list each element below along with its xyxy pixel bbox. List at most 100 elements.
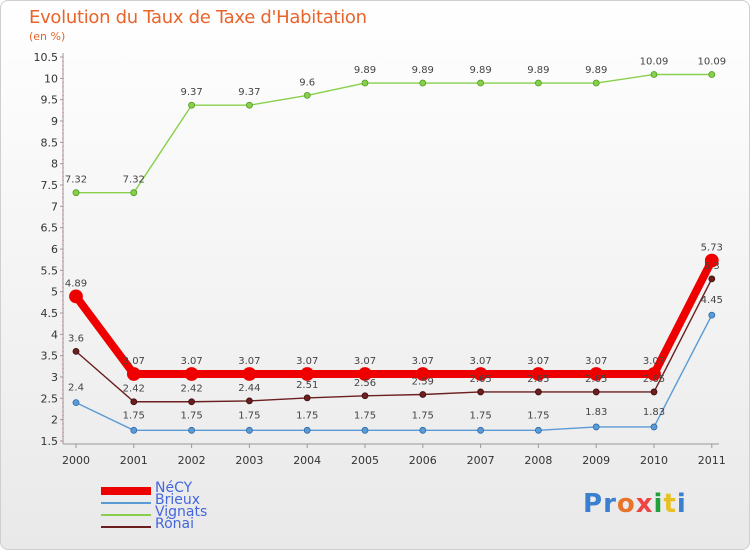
y-tick-label: 3 — [51, 371, 58, 384]
data-label: 1.75 — [469, 410, 491, 421]
data-label: 5.73 — [701, 243, 723, 254]
data-label: 3.07 — [180, 356, 202, 367]
data-point — [303, 426, 311, 434]
legend-swatch — [101, 487, 151, 495]
data-label: 4.45 — [701, 295, 723, 306]
data-point — [126, 367, 141, 381]
data-point — [419, 79, 427, 87]
data-label: 1.75 — [527, 410, 549, 421]
data-label: 2.65 — [469, 374, 491, 385]
legend-swatch — [101, 502, 151, 504]
data-point — [300, 367, 315, 381]
x-tick-label: 2001 — [120, 454, 148, 467]
data-label: 2.44 — [238, 383, 260, 394]
y-tick-label: 9 — [51, 115, 58, 128]
x-tick-label: 2000 — [62, 454, 90, 467]
data-point — [188, 426, 196, 434]
data-label: 2.59 — [412, 376, 434, 387]
y-tick-label: 10 — [44, 72, 58, 85]
data-point — [650, 423, 658, 431]
data-label: 9.37 — [180, 87, 202, 98]
data-point — [704, 253, 719, 268]
data-point — [303, 92, 311, 99]
data-point — [535, 388, 542, 396]
data-point — [477, 388, 485, 396]
y-tick-label: 3.5 — [41, 350, 59, 363]
data-point — [242, 367, 257, 381]
data-label: 3.07 — [643, 356, 665, 367]
y-tick-label: 4.5 — [41, 307, 59, 320]
x-tick-label: 2007 — [467, 454, 495, 467]
data-label: 2.65 — [585, 374, 607, 385]
data-point — [589, 367, 604, 381]
data-label: 9.89 — [527, 65, 549, 76]
data-point — [245, 101, 253, 109]
data-point — [473, 367, 488, 381]
data-point — [647, 367, 661, 381]
y-tick-label: 2.5 — [41, 392, 59, 405]
data-label: 3.07 — [585, 356, 607, 367]
data-point — [708, 311, 716, 319]
data-point — [72, 347, 80, 355]
data-label: 3.07 — [412, 356, 434, 367]
legend-label: NéCY — [155, 480, 193, 496]
data-label: 9.6 — [299, 77, 315, 88]
series-line-1 — [72, 258, 716, 379]
data-point — [477, 79, 485, 87]
data-point — [188, 398, 196, 406]
data-point — [708, 71, 716, 78]
y-tick-label: 8 — [51, 158, 58, 171]
data-point — [650, 71, 658, 78]
y-tick-label: 8.5 — [41, 136, 59, 149]
x-tick-label: 2009 — [582, 454, 610, 467]
chart-subtitle: (en %) — [29, 30, 66, 43]
y-tick-label: 6 — [51, 243, 58, 256]
data-point — [72, 189, 80, 197]
legend-label: Rônai — [155, 516, 195, 532]
x-tick-label: 2002 — [178, 454, 206, 467]
data-label: 3.07 — [123, 356, 145, 367]
data-label: 10.09 — [697, 56, 726, 67]
data-label: 9.89 — [354, 65, 376, 76]
data-label: 3.07 — [527, 356, 549, 367]
data-label: 9.89 — [469, 65, 491, 76]
data-point — [535, 426, 542, 434]
data-point — [531, 367, 546, 381]
data-label: 9.37 — [238, 87, 260, 98]
data-label: 1.75 — [296, 410, 318, 421]
data-label: 3.07 — [238, 356, 260, 367]
logo-letter: i — [676, 489, 687, 519]
series-line-4 — [75, 278, 713, 403]
data-point — [535, 79, 542, 87]
data-point — [415, 367, 430, 381]
data-label: 3.07 — [296, 356, 318, 367]
proxiti-logo: Proxiti — [583, 489, 687, 519]
x-tick-label: 2011 — [698, 454, 726, 467]
data-label: 10.09 — [640, 56, 669, 67]
y-tick-label: 10.5 — [34, 51, 59, 64]
data-label: 5.3 — [704, 261, 720, 272]
chart-title: Evolution du Taux de Taxe d'Habitation — [29, 7, 367, 28]
legend-label: Vignats — [155, 504, 208, 520]
data-point — [592, 79, 600, 87]
y-tick-label: 9.5 — [41, 94, 59, 107]
data-label: 1.75 — [123, 410, 145, 421]
logo-letter: o — [616, 489, 636, 519]
y-tick-label: 4 — [51, 328, 58, 341]
data-point — [130, 426, 138, 434]
x-tick-label: 2006 — [409, 454, 437, 467]
data-label: 1.75 — [180, 410, 202, 421]
y-tick-label: 5.5 — [41, 264, 59, 277]
logo-letter: x — [635, 489, 654, 519]
logo-letter: i — [653, 489, 664, 519]
x-tick-label: 2008 — [524, 454, 552, 467]
data-label: 2.42 — [180, 384, 202, 395]
data-label: 2.4 — [68, 383, 84, 394]
data-point — [361, 426, 369, 434]
data-label: 1.75 — [238, 410, 260, 421]
y-tick-label: 2 — [51, 414, 58, 427]
series-line-2 — [75, 314, 713, 432]
data-point — [361, 79, 369, 87]
data-point — [419, 426, 427, 434]
